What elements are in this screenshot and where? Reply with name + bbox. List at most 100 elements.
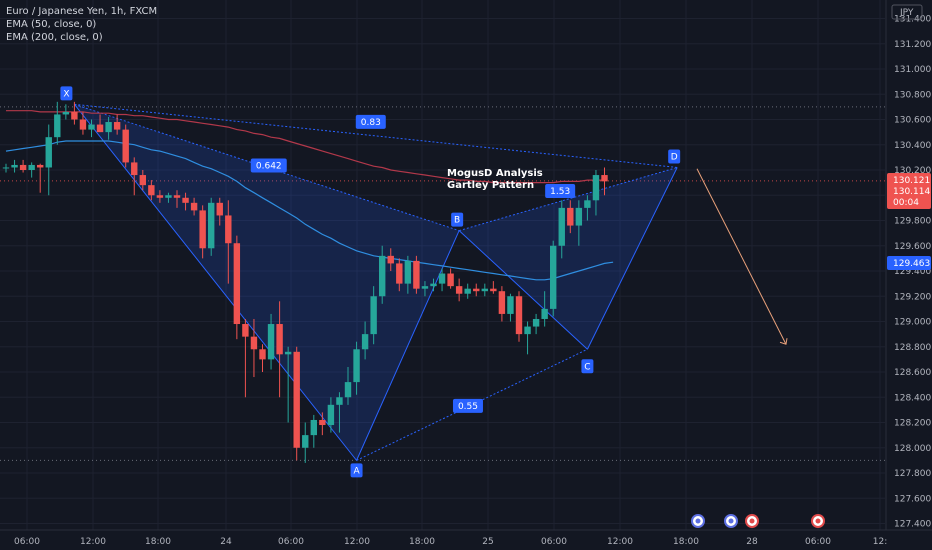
candle-body <box>379 255 386 297</box>
candle <box>54 101 61 145</box>
time-tick-label: 12:00 <box>344 537 370 547</box>
candle-body <box>139 175 146 186</box>
candle <box>259 344 266 372</box>
ratio-xb-label-text: 0.642 <box>256 161 282 171</box>
candle-body <box>567 207 574 226</box>
candle <box>11 159 18 173</box>
candle-body <box>319 419 326 426</box>
ema50-price-tag: 129.463 <box>887 256 931 271</box>
time-tick-label: 06:00 <box>805 537 831 547</box>
candle-body <box>524 326 531 335</box>
leg-xa <box>74 104 357 461</box>
price-tick-label: 128.800 <box>894 343 931 353</box>
candle-body <box>54 114 61 138</box>
candle-body <box>455 286 463 294</box>
candle <box>490 281 497 294</box>
candle-body <box>131 162 138 176</box>
candle-body <box>276 324 283 355</box>
price-tick-label: 127.800 <box>894 469 931 479</box>
candle-body <box>259 349 266 360</box>
candle-body <box>45 137 52 168</box>
currency-label: JPY <box>899 8 914 18</box>
price-axis[interactable]: 127.400 127.600 127.800 128.000 128.200 128.4… <box>885 0 932 550</box>
point-a-label-bg <box>350 463 363 478</box>
candle-body <box>79 119 87 130</box>
candle-body <box>473 288 480 292</box>
point-c-label: C <box>581 359 594 374</box>
price-tick-label: 128.400 <box>894 393 931 403</box>
candle-body <box>182 197 189 203</box>
candle <box>284 346 292 423</box>
candle-body <box>558 207 565 246</box>
candle <box>430 278 437 292</box>
candle <box>370 286 377 345</box>
ratio-xd-label: 0.83 <box>355 114 386 129</box>
candle <box>88 119 95 138</box>
price-tick-label: 130.200 <box>894 166 931 176</box>
candle-body <box>208 202 215 249</box>
candle-body <box>336 397 343 405</box>
flag-icon-inner <box>728 518 734 524</box>
candle <box>148 180 155 201</box>
price-tick-label: 128.000 <box>894 444 931 454</box>
candle-body <box>438 273 446 284</box>
point-d-label-text: D <box>671 152 678 162</box>
ratio-line-xd <box>74 103 678 168</box>
candle <box>413 255 420 294</box>
last-price-tag-bg <box>887 172 931 209</box>
candle-body <box>361 334 369 350</box>
candle-body <box>62 111 70 115</box>
candle <box>2 163 10 173</box>
candle <box>302 422 309 463</box>
candle <box>250 318 258 378</box>
earnings-icon <box>811 514 825 528</box>
candle-body <box>199 210 206 249</box>
time-axis[interactable]: 06:00 12:00 18:00 24 06:00 12:00 18:00 25 06:00 1… <box>0 529 932 547</box>
ratio-ac-label-bg <box>452 398 483 413</box>
price-tick-label: 130.400 <box>894 141 931 151</box>
candle <box>353 341 360 395</box>
candle <box>421 281 429 297</box>
candle-body <box>113 122 121 130</box>
candle-body <box>225 215 232 244</box>
candle <box>532 313 540 335</box>
candle <box>267 313 275 370</box>
candle-body <box>96 124 104 133</box>
ema200-legend[interactable]: EMA (200, close, 0) <box>6 32 103 43</box>
price-tick-label: 128.600 <box>894 368 931 378</box>
ema50-price-tag-text: 129.463 <box>893 259 930 269</box>
legend: Euro / Japanese Yen, 1h, FXCM EMA (50, c… <box>6 5 157 44</box>
candle <box>592 170 600 216</box>
candle <box>558 200 565 259</box>
candle <box>481 283 488 297</box>
symbol-title[interactable]: Euro / Japanese Yen, 1h, FXCM <box>6 6 158 17</box>
ratio-bd-label-bg <box>545 184 576 199</box>
candle <box>131 157 138 196</box>
time-tick-label: 25 <box>482 537 493 547</box>
candle <box>19 159 27 173</box>
candle <box>28 162 35 178</box>
candle-body <box>601 175 608 182</box>
candle-body <box>88 124 95 130</box>
candle-body <box>396 263 403 284</box>
candle <box>105 116 112 140</box>
candle-body <box>190 202 198 211</box>
price-tick-label: 129.600 <box>894 242 931 252</box>
grid-lines <box>0 0 885 530</box>
point-b-label: B <box>451 212 464 227</box>
candle <box>404 255 412 294</box>
time-tick-label: 18:00 <box>409 537 435 547</box>
candle <box>71 101 78 125</box>
price-tick-label: 127.400 <box>894 520 931 530</box>
candle-body <box>532 318 540 327</box>
candle <box>473 283 480 297</box>
candle-body <box>173 195 181 198</box>
ema50-legend[interactable]: EMA (50, close, 0) <box>6 19 97 30</box>
candle-body <box>507 296 514 314</box>
earnings-icon <box>745 514 759 528</box>
candle-body <box>233 243 241 325</box>
candle-body <box>284 351 292 355</box>
candle <box>438 268 446 292</box>
